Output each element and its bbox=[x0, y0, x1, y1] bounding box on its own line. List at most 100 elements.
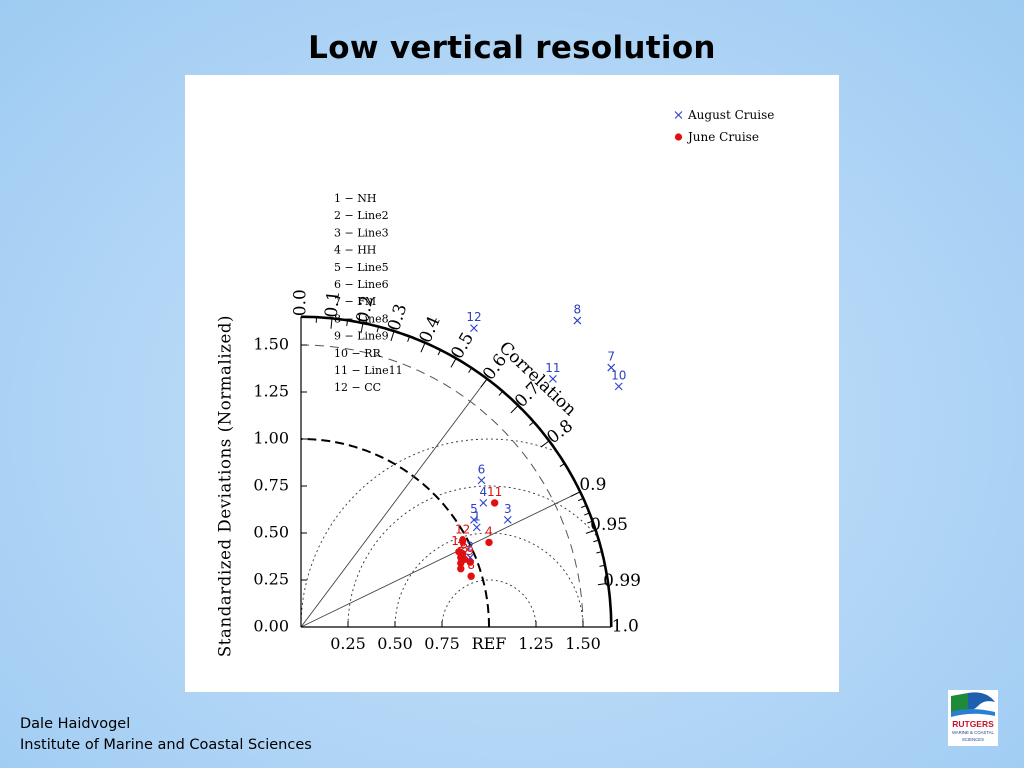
station-key-item: 5 − Line5 bbox=[334, 261, 389, 274]
august-point-label: 12 bbox=[466, 310, 481, 324]
correlation-tick bbox=[597, 582, 609, 586]
correlation-arc bbox=[301, 315, 613, 627]
correlation-tick-label: 0.0 bbox=[291, 289, 311, 316]
y-tick-label: 1.50 bbox=[253, 335, 289, 354]
station-key-item: 11 − Line11 bbox=[334, 364, 403, 377]
correlation-ray bbox=[300, 378, 488, 628]
august-point-marker bbox=[573, 316, 582, 325]
rms-contour bbox=[394, 532, 584, 627]
august-point-label: 8 bbox=[574, 303, 582, 317]
june-point-marker bbox=[467, 572, 475, 580]
august-point-label: 2 bbox=[466, 539, 474, 553]
august-point-label: 4 bbox=[480, 485, 488, 499]
correlation-tick bbox=[407, 336, 411, 342]
rms-contour bbox=[300, 438, 557, 628]
correlation-tick bbox=[420, 342, 426, 353]
correlation-tick bbox=[540, 440, 550, 448]
legend-marker-dot bbox=[674, 133, 683, 141]
legend-marker-x bbox=[674, 111, 683, 119]
y-tick-label: 1.00 bbox=[253, 429, 289, 448]
august-point-marker bbox=[549, 374, 557, 383]
august-point-label: 5 bbox=[470, 502, 478, 516]
august-point-marker bbox=[614, 382, 623, 391]
june-point-label: 2 bbox=[457, 539, 465, 553]
june-point-label: 3 bbox=[461, 541, 469, 555]
correlation-tick bbox=[390, 330, 395, 342]
station-key-item: 4 − HH bbox=[334, 244, 376, 257]
correlation-tick-label: 1.0 bbox=[612, 617, 639, 637]
correlation-tick-label: 0.8 bbox=[543, 416, 577, 448]
y-axis-title: Standardized Deviations (Normalized) bbox=[216, 315, 235, 657]
y-tick-label: 1.25 bbox=[253, 382, 289, 401]
june-point-marker bbox=[466, 558, 474, 566]
august-point-marker bbox=[477, 476, 486, 485]
june-point-label: 4 bbox=[485, 524, 493, 538]
station-key-item: 9 − Line9 bbox=[334, 330, 389, 343]
station-key-item: 6 − Line6 bbox=[334, 278, 389, 291]
august-point-marker bbox=[470, 324, 478, 332]
correlation-tick bbox=[450, 358, 457, 368]
correlation-axis-label: Correlation bbox=[495, 338, 580, 421]
june-point-marker bbox=[455, 548, 463, 556]
correlation-tick bbox=[360, 322, 364, 334]
svg-text:RUTGERS: RUTGERS bbox=[952, 719, 994, 729]
august-point-label: 11 bbox=[545, 361, 560, 375]
station-key-item: 1 − NH bbox=[334, 192, 376, 205]
rms-contour bbox=[347, 485, 597, 627]
june-point-marker bbox=[457, 565, 465, 573]
june-point-marker bbox=[457, 559, 465, 567]
june-point-marker bbox=[458, 536, 467, 545]
svg-text:MARINE & COASTAL: MARINE & COASTAL bbox=[952, 730, 994, 735]
y-tick-label: 0.50 bbox=[253, 523, 289, 542]
correlation-tick bbox=[346, 320, 349, 326]
svg-text:SCIENCES: SCIENCES bbox=[962, 737, 984, 742]
taylor-diagram-panel: 0.0 0.1 0.2 0.3 0.4 0.5 0.6 0.7 0.8 0.9 0.95 0.99 1.… bbox=[185, 75, 839, 692]
august-point-marker bbox=[479, 499, 488, 507]
rutgers-logo: RUTGERS MARINE & COASTAL SCIENCES bbox=[948, 690, 998, 746]
correlation-tick bbox=[570, 491, 581, 497]
correlation-tick bbox=[596, 551, 603, 554]
correlation-tick bbox=[437, 349, 442, 356]
correlation-tick bbox=[376, 326, 380, 333]
correlation-tick-label: 0.95 bbox=[590, 515, 628, 535]
station-key-item: 8 − Line8 bbox=[334, 312, 389, 325]
correlation-tick-label: 0.9 bbox=[579, 475, 606, 495]
august-point-label: 7 bbox=[607, 350, 615, 364]
taylor-diagram: 0.0 0.1 0.2 0.3 0.4 0.50.60.70.80.90.950.991.… bbox=[216, 108, 775, 657]
y-tick-label: 0.00 bbox=[253, 617, 289, 636]
author-name: Dale Haidvogel bbox=[20, 716, 131, 732]
correlation-tick bbox=[529, 421, 534, 426]
station-key-item: 12 − CC bbox=[334, 381, 381, 394]
june-point-marker bbox=[490, 499, 499, 507]
correlation-tick bbox=[580, 504, 587, 509]
correlation-tick bbox=[468, 367, 473, 373]
reference-sd-arc bbox=[301, 438, 490, 627]
correlation-tick bbox=[577, 497, 584, 502]
correlation-tick bbox=[510, 405, 519, 414]
correlation-ray bbox=[300, 491, 581, 628]
correlation-tick bbox=[587, 520, 593, 524]
station-key-item: 2 − Line2 bbox=[334, 209, 389, 222]
correlation-tick bbox=[330, 318, 333, 329]
x-tick-label: 0.25 bbox=[330, 634, 366, 653]
correlation-tick-label: 0.1 bbox=[322, 290, 345, 319]
station-key-item: 7 − FM bbox=[334, 295, 376, 308]
june-point-label: 11 bbox=[487, 485, 502, 499]
institute-name: Institute of Marine and Coastal Sciences bbox=[20, 737, 312, 753]
x-tick-label: 1.50 bbox=[565, 634, 601, 653]
august-point-label: 10 bbox=[611, 368, 626, 382]
august-point-label: 3 bbox=[504, 502, 512, 516]
august-point-label: 6 bbox=[478, 462, 486, 476]
august-point-marker bbox=[607, 363, 616, 372]
x-tick-label: 1.25 bbox=[518, 634, 554, 653]
june-point-label: 12 bbox=[455, 523, 470, 537]
slide-title: Low vertical resolution bbox=[308, 30, 716, 66]
june-point-label: 9 bbox=[466, 544, 474, 558]
correlation-tick bbox=[559, 463, 565, 467]
footer: Dale Haidvogel Institute of Marine and C… bbox=[20, 714, 312, 756]
june-point-marker bbox=[485, 538, 493, 547]
correlation-tick-label: 0.5 bbox=[447, 329, 478, 362]
correlation-tick bbox=[593, 539, 599, 543]
correlation-tick-label: 0.99 bbox=[603, 571, 641, 591]
station-key-item: 3 − Line3 bbox=[334, 226, 389, 239]
